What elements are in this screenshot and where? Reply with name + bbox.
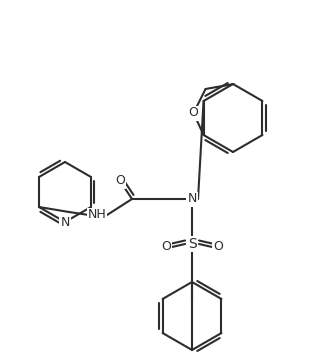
Text: NH: NH <box>88 208 106 221</box>
Text: O: O <box>213 241 223 253</box>
Text: O: O <box>161 241 171 253</box>
Text: N: N <box>187 192 197 205</box>
Text: S: S <box>188 237 196 251</box>
Text: N: N <box>60 216 70 228</box>
Text: O: O <box>189 106 198 119</box>
Text: O: O <box>115 175 125 188</box>
